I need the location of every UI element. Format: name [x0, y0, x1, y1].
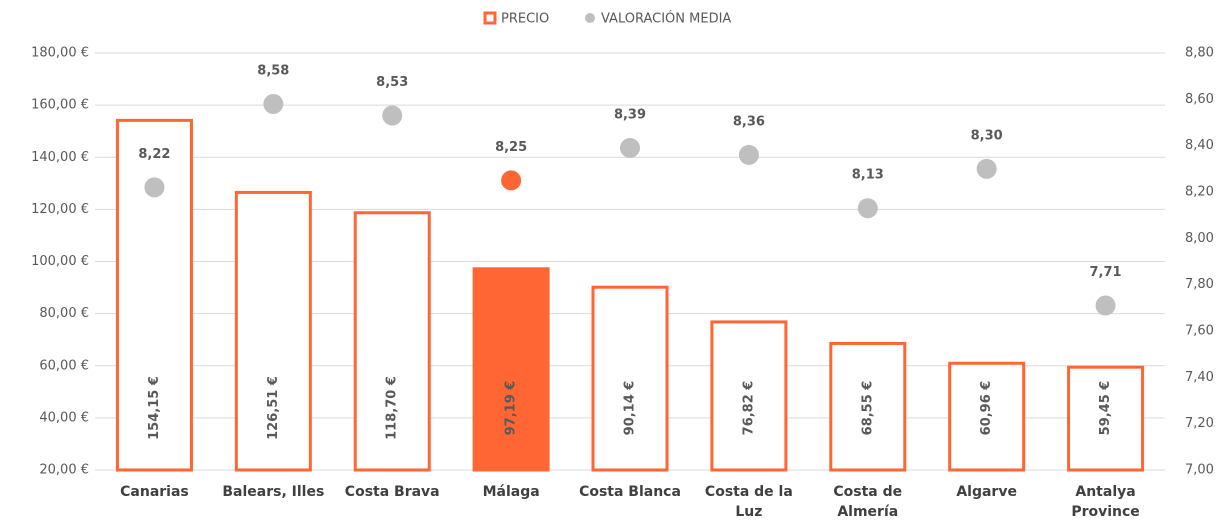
x-tick-label: Antalya Province	[1071, 484, 1140, 520]
y2-tick-label: 7,80	[1185, 277, 1214, 292]
y2-tick-label: 8,80	[1185, 46, 1214, 61]
point	[382, 105, 403, 126]
bar	[591, 285, 669, 472]
y2-tick-label: 8,20	[1185, 185, 1214, 200]
bar-value-label: 126,51 €	[266, 376, 281, 440]
point-value-label: 8,25	[495, 140, 527, 155]
bar-value-label: 118,70 €	[385, 376, 400, 440]
bar-value-label: 68,55 €	[860, 381, 875, 436]
bar-value-label: 76,82 €	[741, 381, 756, 436]
y-tick-label: 20,00 €	[39, 463, 89, 478]
point	[263, 93, 284, 114]
point-value-label: 8,22	[138, 147, 170, 162]
point	[620, 137, 640, 158]
y2-tick-label: 7,20	[1185, 416, 1214, 431]
bar-value-label: 59,45 €	[1098, 381, 1113, 436]
x-tick-label: Costa Brava	[344, 484, 440, 500]
x-tick-label: Canarias	[120, 484, 189, 500]
bar-value-label: 60,96 €	[979, 381, 994, 436]
bar	[710, 320, 788, 472]
bar	[1067, 365, 1145, 472]
point	[976, 158, 997, 179]
bar	[234, 190, 312, 472]
x-tick-label: Algarve	[956, 484, 1017, 500]
point	[1095, 295, 1116, 316]
y2-tick-label: 7,40	[1185, 370, 1214, 385]
bar	[829, 341, 907, 472]
legend-swatch	[585, 13, 595, 23]
x-tick-label: Balears, Illes	[222, 484, 325, 500]
y2-tick-label: 8,00	[1185, 231, 1214, 246]
point	[738, 144, 759, 165]
x-tick-label: Costa Blanca	[579, 484, 681, 500]
legend-label: PRECIO	[501, 12, 549, 27]
y-tick-label: 60,00 €	[39, 358, 89, 373]
point-value-label: 8,30	[971, 128, 1003, 143]
point-value-label: 8,53	[376, 75, 408, 90]
y-tick-label: 180,00 €	[31, 46, 89, 61]
y-tick-label: 80,00 €	[39, 306, 89, 321]
point-value-label: 8,39	[614, 107, 646, 122]
bar	[472, 267, 550, 472]
bar-value-label: 97,19 €	[504, 381, 519, 436]
bar	[353, 211, 431, 472]
point-value-label: 8,58	[257, 63, 289, 78]
point	[857, 198, 878, 219]
y2-tick-label: 8,60	[1185, 92, 1214, 107]
bar-value-label: 90,14 €	[623, 381, 638, 436]
x-tick-label: Costa de la Luz	[704, 484, 793, 520]
x-tick-label: Costa de Almería	[833, 484, 903, 520]
bar	[948, 361, 1026, 472]
point	[501, 170, 522, 191]
y-tick-label: 140,00 €	[31, 150, 89, 165]
legend-swatch	[483, 11, 497, 25]
point-value-label: 8,36	[733, 114, 765, 129]
point-value-label: 8,13	[852, 168, 884, 183]
legend-label: VALORACIÓN MEDIA	[601, 11, 731, 27]
x-tick-label: Málaga	[482, 484, 540, 500]
y-tick-label: 120,00 €	[31, 202, 89, 217]
y-tick-label: 100,00 €	[31, 254, 89, 269]
y2-tick-label: 8,40	[1185, 138, 1214, 153]
y2-tick-label: 7,00	[1185, 463, 1214, 478]
point-value-label: 7,71	[1090, 265, 1122, 280]
y-tick-label: 160,00 €	[31, 98, 89, 113]
y2-tick-label: 7,60	[1185, 324, 1214, 339]
bar-value-label: 154,15 €	[147, 376, 162, 440]
y-tick-label: 40,00 €	[39, 410, 89, 425]
point	[144, 177, 165, 198]
